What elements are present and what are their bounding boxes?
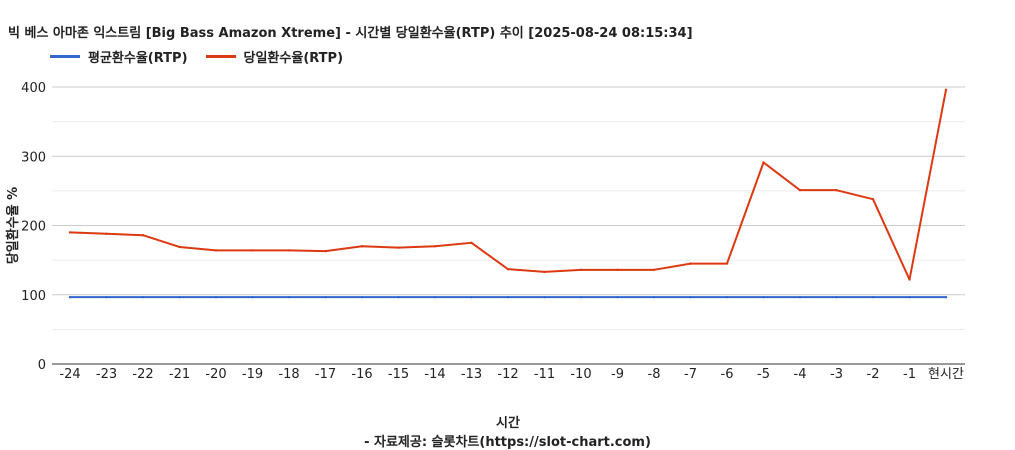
data-point-daily — [798, 188, 802, 192]
legend-item-daily[interactable]: 당일환수율(RTP) — [205, 47, 344, 66]
x-tick-label: -4 — [794, 367, 807, 382]
data-point-daily — [360, 245, 364, 248]
data-point-daily — [214, 249, 218, 252]
x-tick-label: -11 — [534, 367, 555, 382]
data-point-average — [944, 295, 948, 299]
series-line-daily — [69, 89, 947, 281]
x-tick-label: -9 — [611, 367, 624, 382]
x-tick-label: -22 — [132, 367, 153, 382]
x-axis-title: 시간 — [496, 415, 520, 431]
data-point-average — [105, 295, 108, 299]
x-tick-label: -21 — [169, 367, 190, 382]
x-tick-label: -23 — [96, 367, 117, 382]
data-point-daily — [251, 249, 254, 252]
x-tick-label: -5 — [757, 367, 770, 382]
data-point-average — [324, 295, 327, 299]
x-tick-label: -6 — [721, 367, 734, 382]
data-point-daily — [689, 262, 692, 265]
data-point-average — [141, 295, 145, 299]
x-tick-label: -14 — [424, 367, 445, 382]
x-tick-label: -16 — [351, 367, 372, 382]
legend-item-average[interactable]: 평균환수율(RTP) — [50, 47, 188, 66]
legend-label-daily: 당일환수율(RTP) — [243, 51, 344, 66]
data-point-average — [68, 295, 72, 299]
data-point-average — [908, 295, 911, 299]
data-point-daily — [944, 88, 948, 91]
data-point-daily — [506, 267, 510, 271]
legend-label-average: 평균환수율(RTP) — [88, 51, 188, 66]
data-point-daily — [579, 268, 583, 272]
chart-title: 빅 베스 아마존 익스트림 [Big Bass Amazon Xtreme] -… — [8, 26, 693, 41]
data-point-daily — [178, 245, 181, 249]
x-tick-label: -17 — [315, 367, 336, 382]
x-tick-label: -10 — [570, 367, 591, 382]
y-tick-label: 200 — [21, 220, 46, 235]
data-point-daily — [652, 268, 656, 272]
x-tick-label: -12 — [497, 367, 518, 382]
data-point-average — [798, 295, 802, 299]
data-point-average — [762, 295, 765, 299]
data-point-daily — [105, 232, 108, 236]
data-point-daily — [543, 270, 546, 274]
data-point-average — [543, 295, 546, 299]
data-point-average — [433, 295, 437, 299]
data-point-average — [397, 295, 400, 299]
x-tick-label: 현시간 — [928, 367, 964, 382]
x-tick-label: -24 — [59, 367, 80, 382]
data-point-average — [214, 295, 218, 299]
data-point-daily — [287, 249, 291, 252]
data-point-daily — [908, 278, 911, 281]
data-point-average — [360, 295, 364, 299]
x-tick-label: -19 — [242, 367, 263, 382]
x-tick-label: -15 — [388, 367, 409, 382]
x-tick-label: -1 — [903, 367, 916, 382]
legend: 평균환수율(RTP) 당일환수율(RTP) — [50, 47, 343, 66]
x-tick-label: -3 — [830, 367, 843, 382]
y-tick-label: 100 — [21, 289, 46, 304]
data-point-average — [616, 295, 619, 299]
x-tick-label: -2 — [867, 367, 880, 382]
data-point-average — [835, 295, 838, 299]
data-point-average — [178, 295, 181, 299]
y-tick-label: 400 — [21, 81, 46, 96]
data-point-average — [251, 295, 254, 299]
data-point-average — [287, 295, 291, 299]
data-point-average — [689, 295, 692, 299]
data-point-average — [579, 295, 583, 299]
data-point-daily — [725, 262, 729, 265]
data-point-daily — [470, 241, 473, 245]
data-point-average — [871, 295, 875, 299]
legend-swatch-daily — [205, 55, 236, 58]
x-tick-label: -18 — [278, 367, 299, 382]
data-point-daily — [141, 233, 145, 237]
y-tick-label: 0 — [38, 358, 46, 373]
data-point-daily — [324, 249, 327, 253]
data-point-daily — [835, 188, 838, 192]
y-tick-label: 300 — [21, 150, 46, 165]
data-point-average — [725, 295, 729, 299]
data-point-average — [506, 295, 510, 299]
data-point-daily — [68, 231, 72, 234]
data-point-daily — [616, 268, 619, 272]
x-tick-label: -20 — [205, 367, 226, 382]
data-point-daily — [871, 197, 875, 201]
x-tick-label: -7 — [684, 367, 697, 382]
source-credit: - 자료제공: 슬롯차트(https://slot-chart.com) — [364, 435, 651, 450]
data-point-daily — [762, 161, 765, 164]
x-tick-label: -13 — [461, 367, 482, 382]
y-axis-title: 당일환수율 % — [5, 187, 21, 264]
data-point-daily — [397, 246, 400, 249]
legend-swatch-average — [50, 55, 80, 58]
data-point-average — [652, 295, 656, 299]
data-point-average — [470, 295, 473, 299]
data-point-daily — [433, 245, 437, 248]
x-tick-label: -8 — [648, 367, 661, 382]
